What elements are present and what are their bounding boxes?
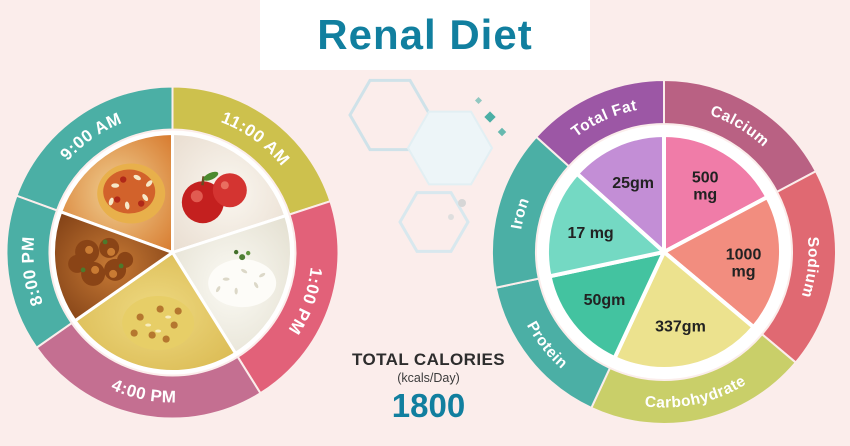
food-image-biryani — [58, 131, 174, 255]
gray-dot-icon — [448, 214, 454, 220]
calories-unit-label: (kcals/Day) — [397, 371, 460, 385]
food-image-steamed-rice — [170, 213, 293, 356]
title-band: Renal Diet — [260, 0, 590, 70]
nutrient-ring-segment — [491, 135, 571, 289]
teal-diamond-icon — [474, 96, 483, 105]
nutrient-value: 500 mg — [692, 169, 719, 203]
nutrient-value: 25gm — [612, 175, 654, 192]
meal-schedule-wheel: 9:00 AM 11:00 AM1:00 PM4:00 PM8:00 PM — [5, 85, 340, 420]
hexagon-filled-icon — [406, 110, 494, 186]
gray-dot-icon — [458, 199, 466, 207]
total-calories-block: TOTAL CALORIES (kcals/Day) 1800 — [336, 350, 521, 425]
nutrient-value-wedge — [575, 133, 666, 254]
nutrient-value-wedge — [662, 195, 783, 330]
teal-diamond-icon — [497, 127, 507, 137]
food-image-fried-snack — [52, 209, 176, 323]
food-image-apples — [171, 131, 288, 255]
meal-time-ring-segment — [5, 194, 74, 350]
nutrient-value-wedge — [545, 171, 666, 279]
total-calories-label: TOTAL CALORIES — [352, 350, 505, 369]
hexagon-outline-icon — [398, 191, 470, 253]
nutrient-value: 337gm — [655, 319, 706, 336]
calories-value: 1800 — [391, 387, 466, 424]
nutrient-value: 50gm — [584, 292, 626, 309]
food-image-lemon-rice — [72, 250, 238, 373]
nutrient-value-wedge — [547, 250, 666, 361]
page-title: Renal Diet — [317, 11, 533, 58]
nutrient-value-wedge — [662, 133, 770, 254]
nutrient-value: 1000 mg — [726, 246, 762, 280]
nutrient-value-wedge — [612, 250, 756, 371]
hexagon-decoration-cluster — [348, 78, 507, 253]
nutrient-value: 17 mg — [567, 225, 613, 242]
